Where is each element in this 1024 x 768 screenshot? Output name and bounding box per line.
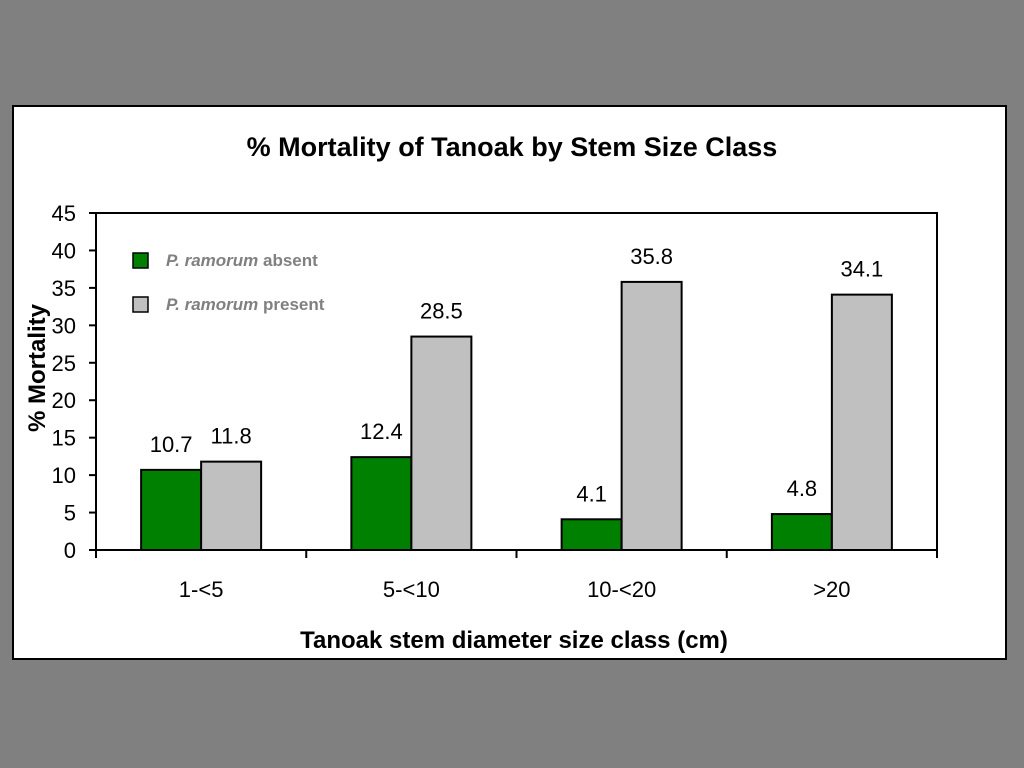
bar-series2 <box>620 280 683 551</box>
chart-title: % Mortality of Tanoak by Stem Size Class <box>247 132 778 162</box>
bars <box>140 280 893 552</box>
bar-series2 <box>830 293 893 551</box>
bar-series1 <box>770 513 833 552</box>
data-label-series1: 12.4 <box>360 419 403 444</box>
data-label-series1: 4.1 <box>576 481 607 506</box>
y-tick-label: 35 <box>52 276 76 301</box>
legend: P. ramorum absent P. ramorum present <box>132 251 325 314</box>
x-category-label: >20 <box>813 577 850 602</box>
bar-series2 <box>410 335 473 552</box>
x-category-label: 1-<5 <box>179 577 224 602</box>
x-axis-label: Tanoak stem diameter size class (cm) <box>300 627 728 654</box>
legend-swatch-series1 <box>132 252 149 269</box>
legend-label-series2: P. ramorum present <box>166 295 325 314</box>
data-label-series2: 34.1 <box>840 257 883 282</box>
legend-swatch-series2 <box>132 296 149 313</box>
bar-series1 <box>140 468 203 552</box>
bar-series1 <box>560 518 623 551</box>
x-category-label: 10-<20 <box>587 577 656 602</box>
data-label-series2: 11.8 <box>211 424 252 449</box>
data-label-series1: 4.8 <box>787 476 818 501</box>
y-tick-label: 20 <box>52 388 76 413</box>
y-tick-label: 10 <box>52 463 76 488</box>
data-labels: 10.7 12.4 4.1 4.8 11.8 28.5 35.8 34.1 <box>150 244 884 506</box>
data-label-series2: 35.8 <box>630 244 673 269</box>
y-tick-label: 15 <box>52 426 76 451</box>
data-label-series1: 10.7 <box>150 432 193 457</box>
x-category-label: 5-<10 <box>383 577 440 602</box>
y-tick-label: 5 <box>64 501 76 526</box>
y-tick-label: 45 <box>52 201 76 226</box>
y-tick-label: 25 <box>52 351 76 376</box>
y-axis-label: % Mortality <box>24 303 51 432</box>
y-tick-label: 0 <box>64 538 76 563</box>
bar-series2 <box>200 460 263 551</box>
y-tick-label: 40 <box>52 238 76 263</box>
data-label-series2: 28.5 <box>420 299 463 324</box>
y-tick-label: 30 <box>52 313 76 338</box>
bar-series1 <box>350 456 413 552</box>
legend-label-series1: P. ramorum absent <box>166 251 318 270</box>
axes: 0 5 10 15 20 25 30 35 40 45 1-<5 5-<10 10-<20 >20 <box>52 201 938 602</box>
